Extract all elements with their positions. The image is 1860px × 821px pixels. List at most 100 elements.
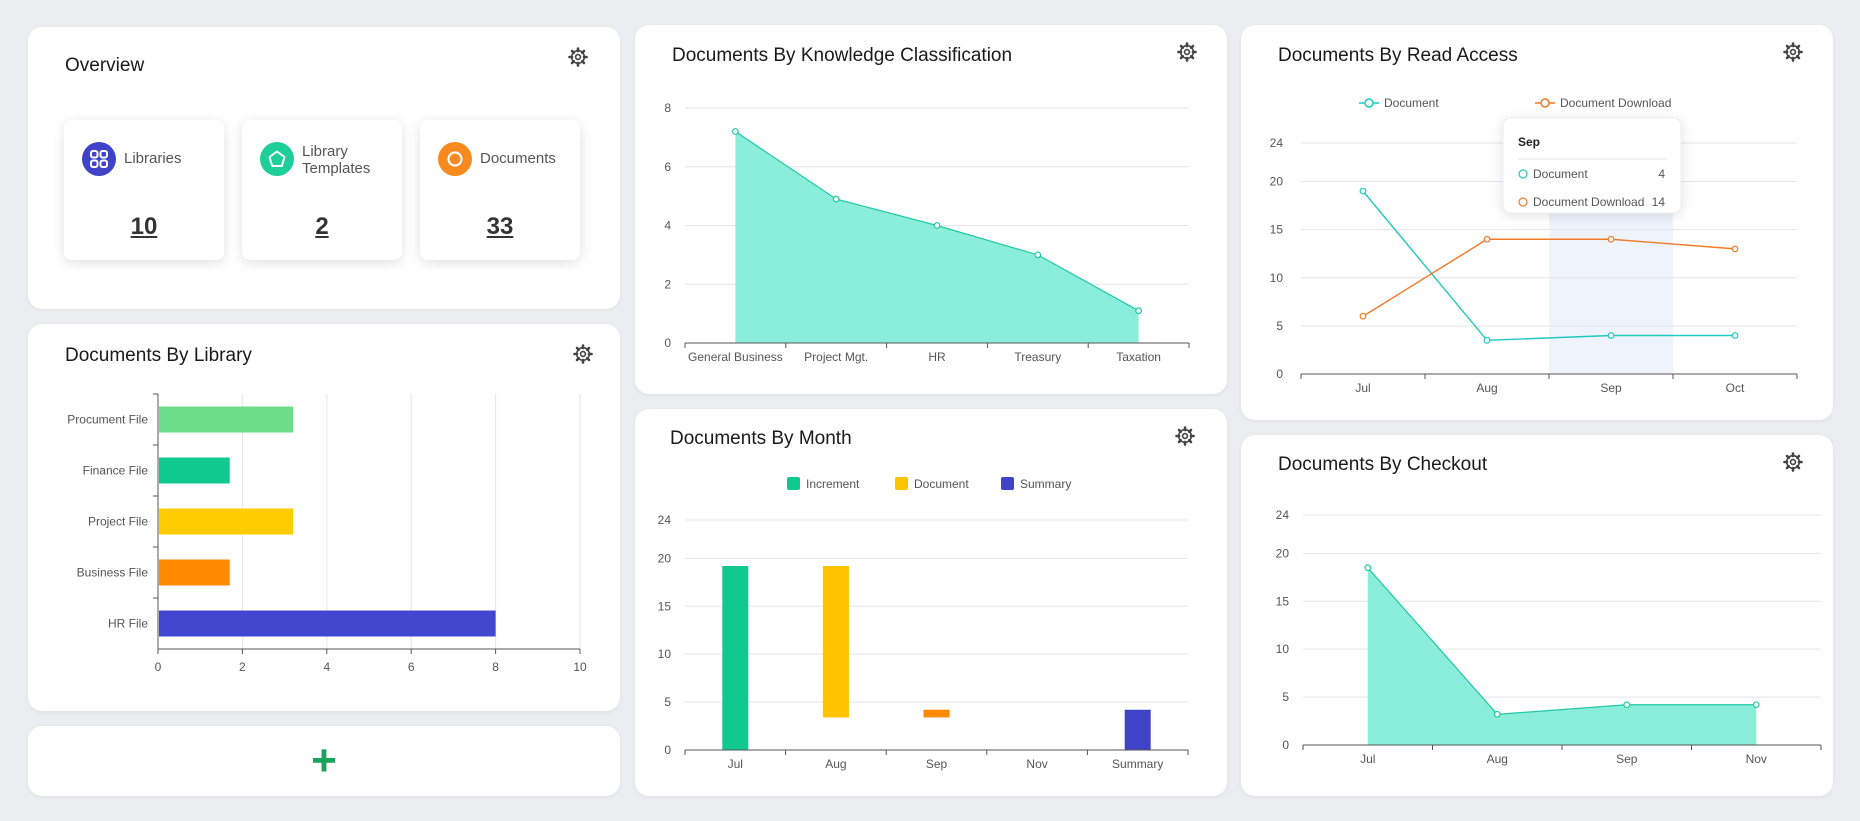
data-point — [731, 128, 739, 135]
y-tick-label: 0 — [1282, 738, 1289, 752]
documents-by-read-access-chart: 0 5 10 15 20 24 Jul Aug Sep Oct Document Document D… — [1270, 96, 1798, 395]
bar — [722, 566, 749, 750]
x-tick-label: Summary — [1112, 757, 1163, 771]
y-tick-label: Project File — [88, 515, 148, 529]
bar — [822, 566, 849, 718]
y-tick-label: 5 — [1282, 690, 1289, 704]
x-tick-label: Oct — [1726, 381, 1745, 395]
legend-swatch — [1001, 477, 1014, 490]
stat-label-documents: Documents — [480, 150, 556, 167]
y-tick-label: 10 — [1276, 642, 1290, 656]
data-point — [1493, 710, 1501, 718]
bar — [159, 406, 294, 433]
stat-value-library-templates[interactable]: 2 — [315, 213, 329, 240]
legend-swatch — [895, 477, 908, 490]
x-tick-label: General Business — [688, 350, 783, 364]
documents-by-checkout-chart: 0 5 10 15 20 24 Jul Aug Sep Nov — [1276, 508, 1822, 766]
x-tick-label: Aug — [1487, 752, 1508, 766]
y-tick-label: 24 — [1270, 136, 1284, 150]
y-tick-label: 0 — [664, 743, 671, 757]
data-point — [1623, 701, 1631, 709]
x-tick-label: 0 — [155, 660, 162, 674]
tooltip — [1502, 117, 1682, 214]
area-fill — [1367, 567, 1757, 745]
y-tick-label: 10 — [1270, 271, 1284, 285]
stat-card-libraries[interactable]: Libraries 10 — [64, 120, 224, 260]
data-point — [1483, 336, 1491, 344]
stat-card-library-templates[interactable]: Library Templates 2 — [242, 120, 402, 260]
data-point — [1752, 701, 1760, 709]
bar — [1124, 709, 1151, 750]
data-point — [832, 195, 840, 203]
gear-icon[interactable] — [1175, 426, 1195, 446]
tooltip-marker — [1518, 197, 1528, 207]
data-point — [1359, 187, 1367, 195]
gear-icon[interactable] — [1783, 42, 1803, 62]
legend-label: Document — [1384, 96, 1439, 110]
data-point — [1731, 332, 1739, 339]
y-tick-label: 2 — [664, 277, 671, 291]
stat-value-libraries[interactable]: 10 — [130, 213, 158, 240]
x-tick-label: 6 — [408, 660, 415, 674]
x-tick-label: HR — [928, 350, 946, 364]
x-tick-label: Nov — [1746, 752, 1767, 766]
tooltip-label: Document — [1533, 167, 1588, 181]
x-tick-label: Nov — [1026, 757, 1047, 771]
chart-title: Documents By Month — [670, 428, 852, 449]
y-tick-label: HR File — [108, 617, 148, 631]
legend-marker — [1540, 98, 1550, 108]
overview-title: Overview — [65, 55, 145, 76]
gear-icon[interactable] — [568, 47, 588, 67]
series-line — [1362, 238, 1736, 317]
y-tick-label: 10 — [658, 647, 672, 661]
x-tick-label: Aug — [825, 757, 846, 771]
x-tick-label: Jul — [1360, 752, 1375, 766]
tooltip-label: Document Download — [1533, 195, 1644, 209]
legend-label: Increment — [806, 477, 860, 491]
add-widget-card[interactable]: + — [28, 726, 620, 796]
tooltip-marker — [1518, 169, 1528, 179]
x-tick-label: 4 — [323, 660, 330, 674]
y-tick-label: Business File — [77, 566, 149, 580]
data-point — [1607, 332, 1615, 339]
x-tick-label: Sep — [926, 757, 948, 771]
documents-by-month-chart: 0 5 10 15 20 24 Jul Aug Sep Nov Summary Increment Do… — [658, 477, 1189, 771]
y-tick-label: Procument File — [67, 413, 148, 427]
area-fill — [735, 131, 1139, 343]
data-point — [1135, 307, 1143, 315]
y-tick-label: 5 — [1276, 319, 1283, 333]
x-tick-label: Aug — [1476, 381, 1497, 395]
bar — [159, 508, 294, 535]
legend-label: Document Download — [1560, 96, 1671, 110]
chart-title: Documents By Checkout — [1278, 454, 1488, 475]
x-tick-label: 2 — [239, 660, 246, 674]
stat-value-documents[interactable]: 33 — [486, 213, 514, 240]
stat-card-documents[interactable]: Documents 33 — [420, 120, 580, 260]
data-point — [1034, 251, 1042, 259]
x-tick-label: 8 — [492, 660, 499, 674]
gear-icon[interactable] — [1177, 42, 1197, 62]
gear-icon[interactable] — [1783, 452, 1803, 472]
series-line — [1367, 567, 1757, 715]
y-tick-label: 5 — [664, 695, 671, 709]
tooltip-title: Sep — [1518, 135, 1540, 149]
add-widget-button[interactable]: + — [311, 736, 337, 785]
chart-title: Documents By Knowledge Classification — [672, 45, 1013, 66]
x-tick-label: Jul — [1355, 381, 1370, 395]
documents-icon — [438, 142, 472, 176]
y-tick-label: 0 — [664, 336, 671, 350]
y-tick-label: Finance File — [83, 464, 149, 478]
x-tick-label: Taxation — [1116, 350, 1161, 364]
documents-by-classification-card: Documents By Knowledge Classification 0 2… — [635, 25, 1227, 394]
data-point — [1731, 245, 1739, 253]
x-tick-label: Treasury — [1014, 350, 1061, 364]
bar — [159, 457, 230, 484]
bar — [159, 610, 496, 637]
chart-title: Documents By Library — [65, 345, 252, 366]
library-templates-icon — [260, 142, 294, 176]
y-tick-label: 6 — [664, 160, 671, 174]
legend-label: Document — [914, 477, 969, 491]
gear-icon[interactable] — [573, 344, 593, 364]
libraries-icon — [82, 142, 116, 176]
legend-swatch — [787, 477, 800, 490]
